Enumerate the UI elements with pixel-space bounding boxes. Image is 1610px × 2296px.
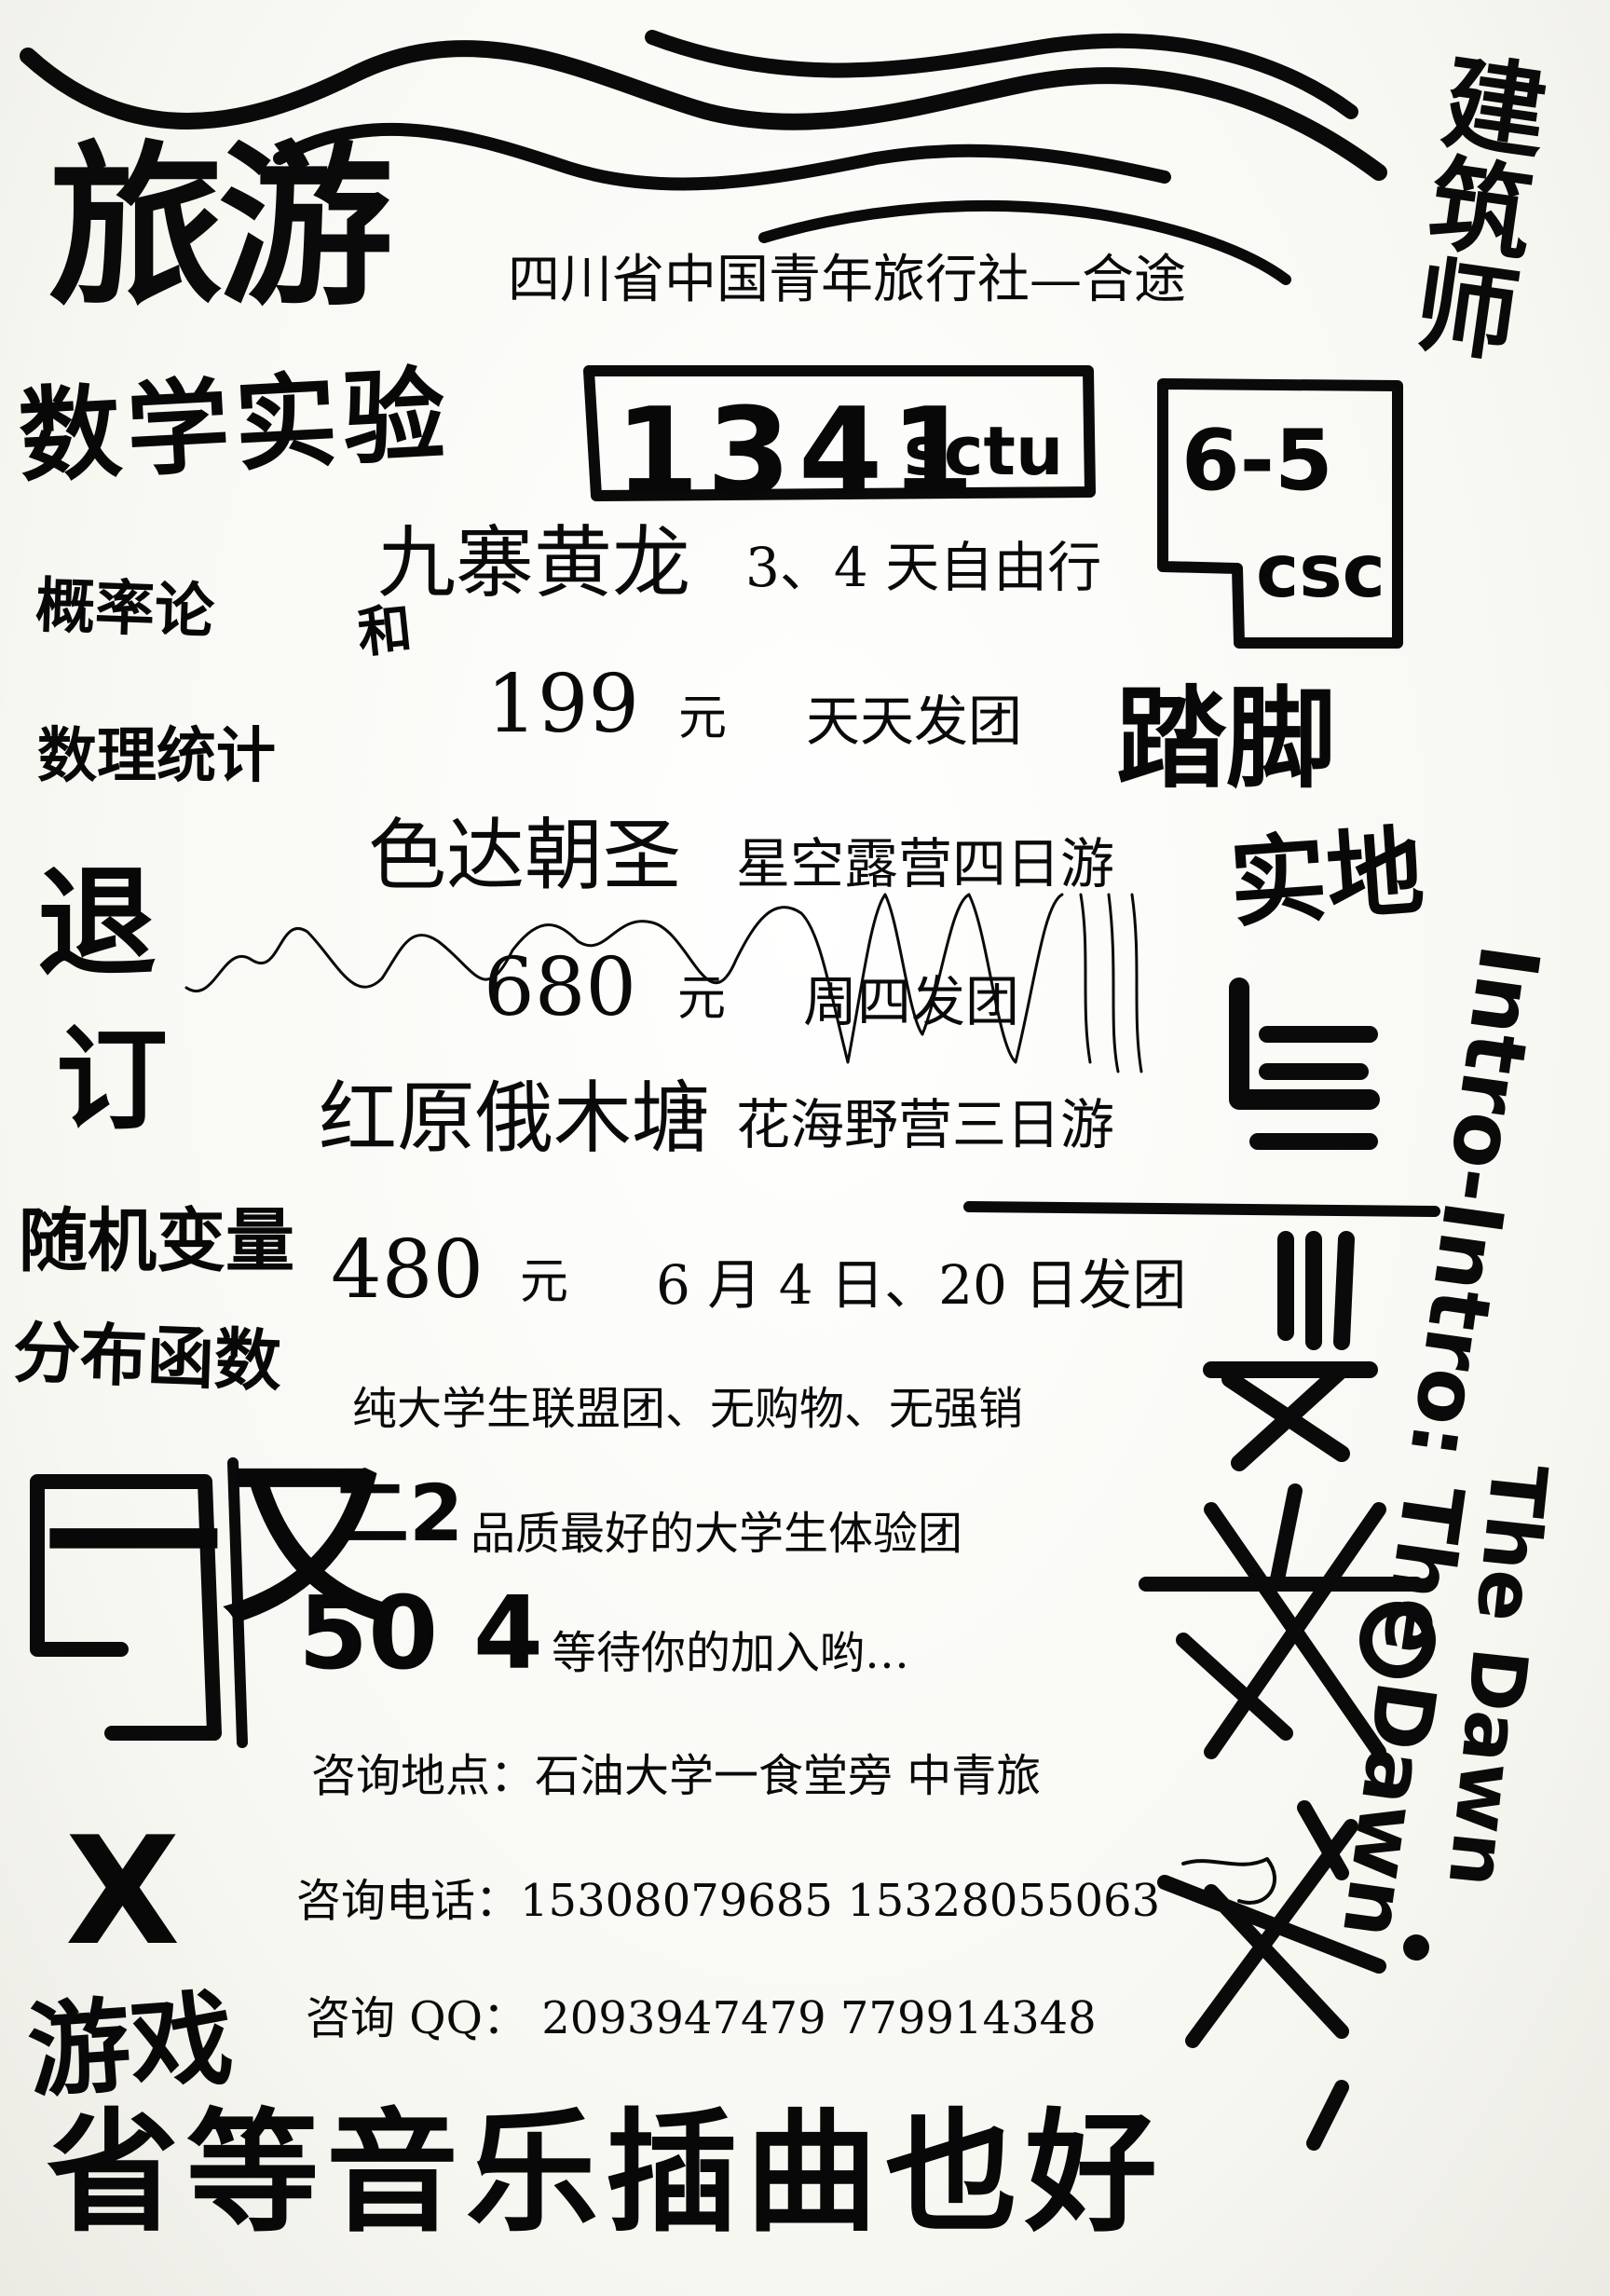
handwriting-ding: 订 — [56, 1016, 168, 1145]
tour-3-unit: 元 — [520, 1254, 569, 1310]
tour-1-price: 199 — [486, 658, 640, 751]
handwriting-probability: 概率论 — [34, 571, 216, 648]
feature-quality: 品质最好的大学生体验团 — [471, 1508, 963, 1560]
tour-1-schedule: 天天发团 — [806, 690, 1023, 753]
handwriting-course-code: 1341 — [615, 381, 982, 523]
cross-mark — [1203, 1361, 1378, 1471]
tour-2-name: 色达朝圣 — [368, 810, 682, 901]
arrow-figure — [1139, 1483, 1424, 1759]
handwriting-bottom-line: 省等音乐插曲也好 — [47, 2097, 1165, 2250]
handwriting-youxi: 游戏 — [23, 1978, 238, 2112]
horizontal-stroke — [963, 1201, 1440, 1217]
feature-no-shopping: 纯大学生联盟团、无购物、无强销 — [352, 1383, 1024, 1435]
wave-top-4 — [758, 199, 1291, 285]
phone-scribble — [1181, 1857, 1277, 1905]
left-box — [30, 1474, 222, 1741]
handwriting-tui: 退 — [37, 854, 157, 993]
handwriting-yi-you: 一又 — [45, 1443, 400, 1649]
contact-phone: 咨询电话：15308079685 15328055063 — [296, 1875, 1161, 1927]
tour-1-subtitle: 3、4 天自由行 — [745, 536, 1102, 599]
tour-1-unit: 元 — [678, 690, 728, 746]
handwriting-statistics: 数理统计 — [37, 722, 276, 791]
bracket-1 — [1229, 977, 1380, 1110]
handwriting-random-variable: 随机变量 — [19, 1201, 294, 1281]
tour-2-unit: 元 — [677, 971, 727, 1027]
figure-dot — [1403, 1934, 1429, 1961]
tour-2-subtitle: 星空露营四日游 — [736, 832, 1115, 895]
wave-top-1 — [20, 40, 1387, 181]
figure-bottom-right — [1157, 1800, 1386, 2151]
tour-2-schedule: 周四发团 — [803, 970, 1020, 1033]
feature-join: 等待你的加入哟… — [552, 1627, 910, 1679]
tour-1-name: 九寨黄龙 — [377, 517, 691, 608]
brand-title: 旅游 — [48, 124, 393, 330]
vertical-strokes — [1277, 1231, 1355, 1350]
bracket-2 — [1249, 1026, 1378, 1150]
handwriting-tajiao: 踏脚 — [1116, 675, 1337, 803]
contact-location: 咨询地点：石油大学一食堂旁 中青旅 — [311, 1750, 1042, 1802]
handwriting-x: X — [65, 1804, 181, 1978]
tour-3-schedule: 6 月 4 日、20 日发团 — [656, 1253, 1187, 1317]
mountain-sketch — [184, 893, 1064, 1064]
tour-2-price: 680 — [484, 941, 637, 1034]
agency-name: 四川省中国青年旅行社—合途 — [508, 250, 1186, 310]
contact-qq: 咨询 QQ： 2093947479 779914348 — [306, 1992, 1097, 2044]
wave-top-2 — [273, 122, 1171, 191]
handwriting-date: 6-5 — [1181, 412, 1333, 510]
tour-3-name: 红原俄木塘 — [319, 1073, 711, 1164]
waterfall-lines — [1079, 893, 1143, 1073]
arrow-circle — [1359, 1602, 1436, 1678]
handwriting-code-suffix: sctu — [904, 412, 1064, 490]
date-box — [1157, 378, 1403, 649]
handwriting-shidi: 实地 — [1225, 813, 1428, 942]
handwriting-math-experiment: 数学实验 — [15, 354, 455, 498]
handwriting-distribution: 分布函数 — [11, 1312, 283, 1401]
tour-3-price: 480 — [331, 1223, 484, 1317]
wave-top-3 — [645, 30, 1358, 119]
handwriting-er-2: 二2 — [331, 1468, 464, 1559]
handwriting-50-4: 50 4 — [298, 1576, 544, 1692]
underline-nums — [227, 1457, 248, 1748]
tour-3-subtitle: 花海野营三日游 — [736, 1093, 1115, 1156]
handwriting-csc: csc — [1256, 530, 1385, 614]
code-box — [583, 365, 1096, 501]
handwriting-he: 和 — [354, 596, 416, 665]
